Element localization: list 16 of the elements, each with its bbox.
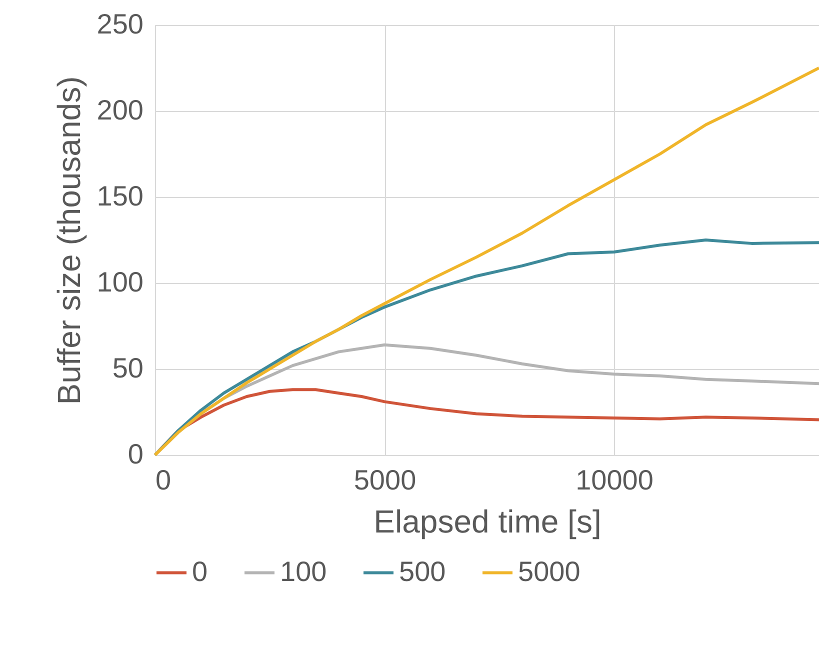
legend-label: 5000 [518, 556, 580, 587]
y-tick-label: 200 [96, 94, 144, 126]
legend-label: 100 [280, 556, 327, 587]
x-tick-label: 5000 [354, 464, 416, 496]
x-axis-title: Elapsed time [s] [374, 504, 602, 540]
legend-label: 500 [399, 556, 446, 587]
y-tick-label: 100 [96, 266, 144, 298]
line-series [154, 66, 819, 456]
y-tick-label: 50 [112, 352, 144, 384]
y-tick-label: 250 [96, 8, 144, 40]
legend-label: 0 [192, 556, 208, 587]
y-tick-label: 150 [96, 180, 144, 212]
x-tick-label: 10000 [576, 464, 654, 496]
y-tick-label: 0 [128, 438, 144, 470]
y-axis-title: Buffer size (thousands) [50, 76, 87, 405]
x-tick-label: 0 [156, 464, 172, 496]
